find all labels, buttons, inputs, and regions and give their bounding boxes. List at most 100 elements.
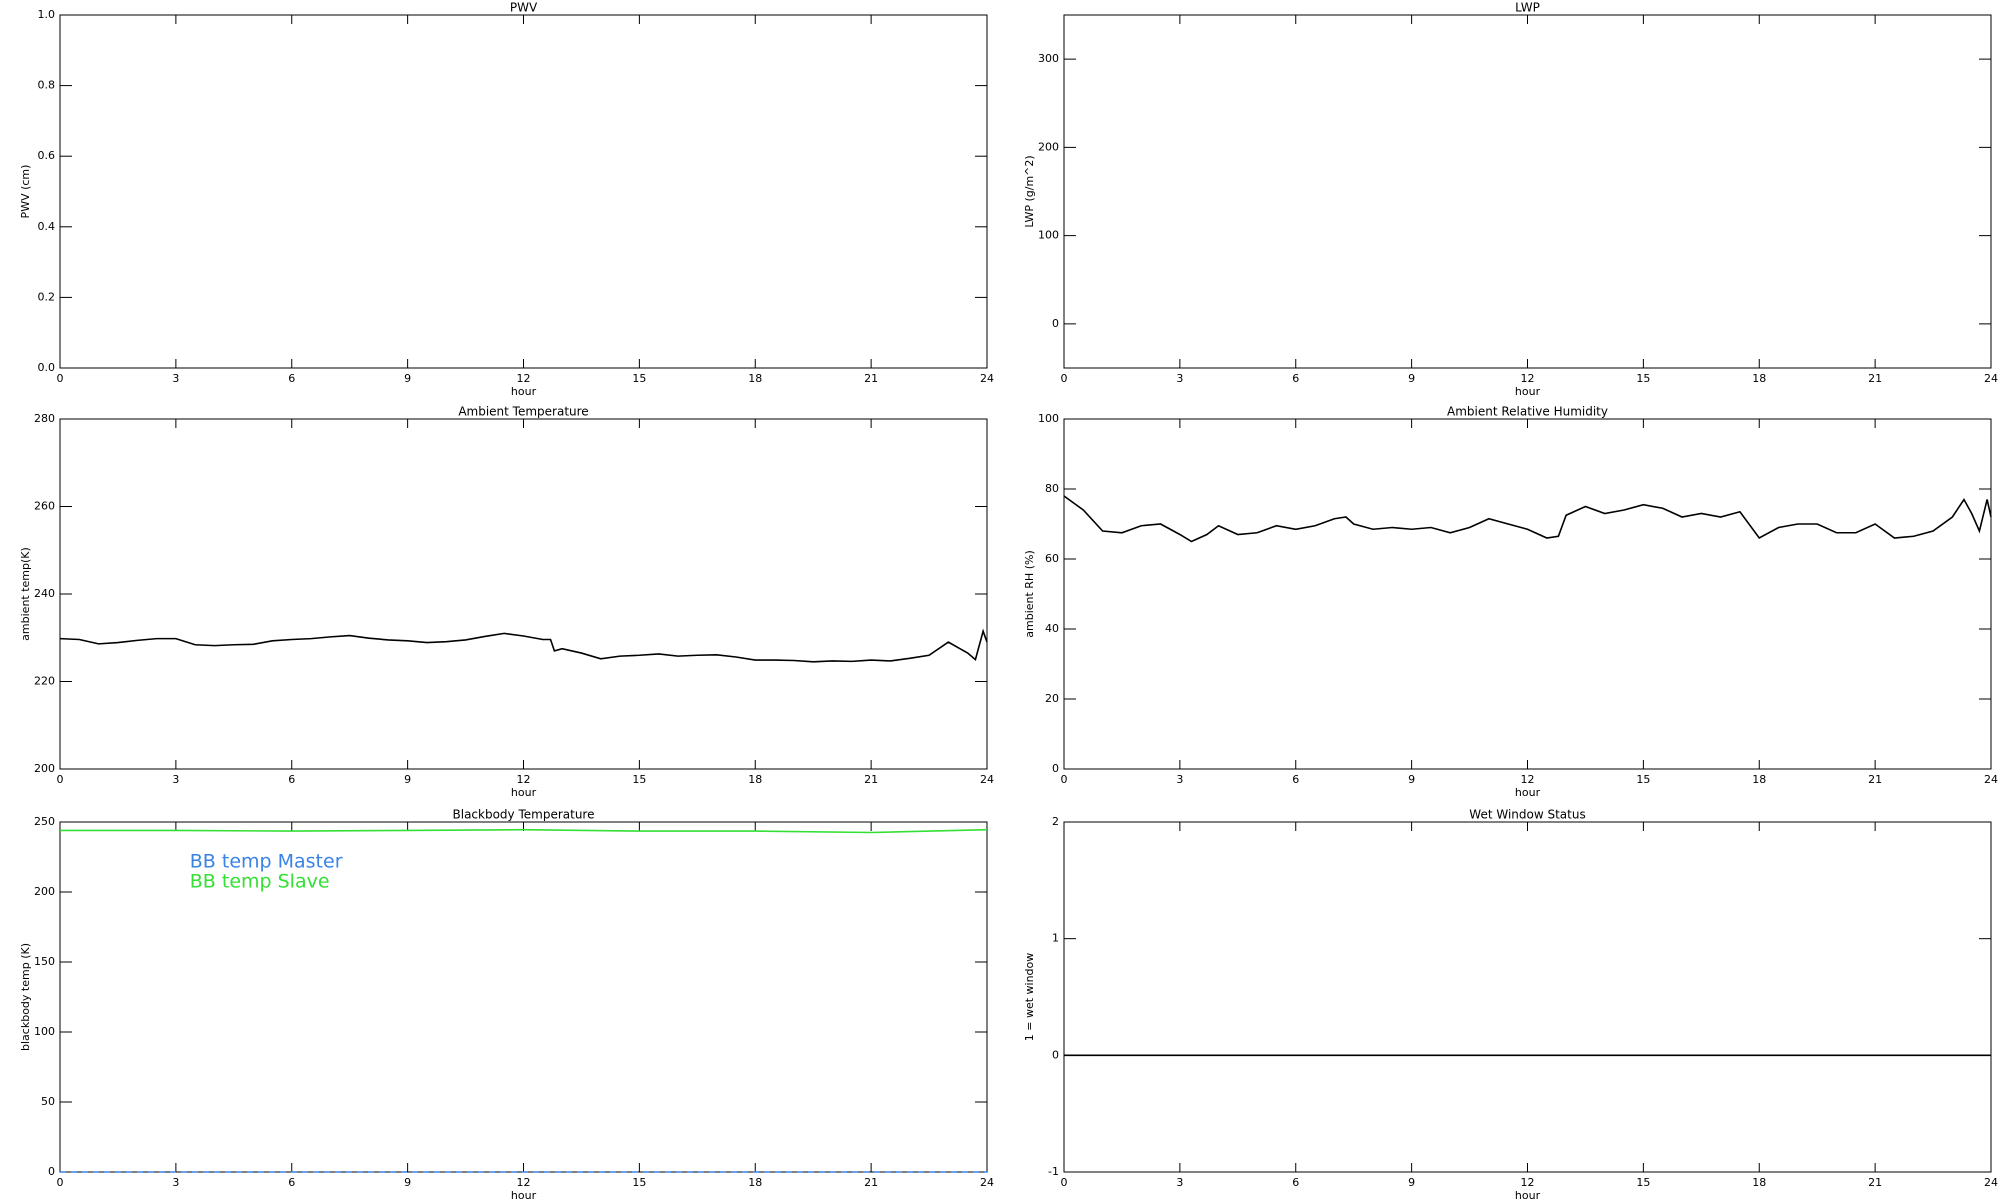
x-tick-label: 21 bbox=[1868, 773, 1882, 786]
data-line bbox=[1063, 495, 1992, 543]
y-axis-label: blackbody temp (K) bbox=[19, 943, 32, 1051]
x-tick-label: 15 bbox=[1636, 1176, 1650, 1189]
x-tick-label: 15 bbox=[632, 1176, 646, 1189]
panel: PWV hour PWV (cm) 0 3 6 9 12 15 18 21 24 0.0 0.2 0.4 0.… bbox=[19, 1, 994, 399]
y-tick-label: 200 bbox=[34, 762, 55, 775]
y-tick-label: 200 bbox=[1038, 140, 1059, 153]
chart-title: Wet Window Status bbox=[1469, 808, 1585, 822]
y-tick-label: 0 bbox=[1052, 762, 1059, 775]
x-tick-label: 12 bbox=[517, 372, 531, 385]
x-tick-label: 9 bbox=[1408, 372, 1415, 385]
y-tick-label: 0.6 bbox=[38, 149, 56, 162]
y-axis-label: PWV (cm) bbox=[19, 165, 32, 219]
legend-entry: BB temp Master bbox=[190, 851, 343, 873]
x-tick-label: 3 bbox=[1176, 773, 1183, 786]
panel: Ambient Temperature hour ambient temp(K) 0 3… bbox=[19, 405, 994, 800]
x-tick-label: 0 bbox=[57, 1176, 64, 1189]
y-tick-label: 150 bbox=[34, 955, 55, 968]
x-tick-label: 18 bbox=[1752, 1176, 1766, 1189]
chart-title: LWP bbox=[1515, 1, 1540, 15]
x-tick-label: 3 bbox=[1176, 1176, 1183, 1189]
x-tick-label: 6 bbox=[288, 1176, 295, 1189]
y-axis-label: 1 = wet window bbox=[1023, 953, 1036, 1042]
x-tick-label: 9 bbox=[404, 1176, 411, 1189]
chart-title: Ambient Temperature bbox=[458, 405, 588, 419]
y-tick-label: 0.4 bbox=[38, 220, 56, 233]
y-tick-label: 100 bbox=[1038, 229, 1059, 242]
x-tick-label: 12 bbox=[517, 1176, 531, 1189]
x-tick-label: 24 bbox=[1984, 773, 1998, 786]
data-line bbox=[59, 628, 988, 663]
y-axis-label: ambient RH (%) bbox=[1023, 550, 1036, 638]
x-tick-label: 24 bbox=[1984, 372, 1998, 385]
plot-frame bbox=[59, 418, 988, 770]
x-tick-label: 6 bbox=[1292, 773, 1299, 786]
plot-frame bbox=[1063, 418, 1992, 770]
x-tick-label: 0 bbox=[1061, 372, 1068, 385]
x-axis-label: hour bbox=[1515, 786, 1541, 799]
y-tick-label: 300 bbox=[1038, 52, 1059, 65]
chart-title: Blackbody Temperature bbox=[453, 808, 595, 822]
x-tick-label: 15 bbox=[1636, 773, 1650, 786]
y-axis-label: ambient temp(K) bbox=[19, 547, 32, 641]
y-tick-label: 240 bbox=[34, 587, 55, 600]
y-tick-label: 250 bbox=[34, 815, 55, 828]
x-tick-label: 12 bbox=[1521, 372, 1535, 385]
data-line bbox=[60, 828, 988, 834]
y-tick-label: 0.8 bbox=[38, 79, 56, 92]
x-tick-label: 0 bbox=[57, 773, 64, 786]
plot-frame bbox=[59, 14, 988, 369]
y-tick-label: 0 bbox=[48, 1165, 55, 1178]
y-tick-label: 0 bbox=[1052, 1048, 1059, 1061]
x-tick-label: 6 bbox=[288, 372, 295, 385]
x-tick-label: 15 bbox=[632, 372, 646, 385]
panel: Ambient Relative Humidity hour ambient RH … bbox=[1023, 405, 1998, 800]
x-tick-label: 12 bbox=[517, 773, 531, 786]
plot-frame bbox=[1063, 821, 1992, 1173]
chart-title: Ambient Relative Humidity bbox=[1447, 405, 1608, 419]
x-tick-label: 18 bbox=[1752, 773, 1766, 786]
x-tick-label: 3 bbox=[1176, 372, 1183, 385]
x-tick-label: 3 bbox=[172, 1176, 179, 1189]
y-tick-label: 220 bbox=[34, 675, 55, 688]
y-tick-label: 60 bbox=[1045, 552, 1059, 565]
x-tick-label: 3 bbox=[172, 773, 179, 786]
x-axis-label: hour bbox=[511, 385, 537, 398]
y-tick-label: 40 bbox=[1045, 622, 1059, 635]
y-tick-label: 80 bbox=[1045, 482, 1059, 495]
y-tick-label: 100 bbox=[34, 1025, 55, 1038]
x-tick-label: 24 bbox=[980, 1176, 994, 1189]
x-tick-label: 21 bbox=[864, 1176, 878, 1189]
x-tick-label: 0 bbox=[1061, 1176, 1068, 1189]
x-axis-label: hour bbox=[1515, 1189, 1541, 1200]
x-tick-label: 0 bbox=[1061, 773, 1068, 786]
x-tick-label: 18 bbox=[1752, 372, 1766, 385]
legend-entry: BB temp Slave bbox=[190, 871, 330, 893]
x-axis-label: hour bbox=[1515, 385, 1541, 398]
x-tick-label: 6 bbox=[288, 773, 295, 786]
y-tick-label: 2 bbox=[1052, 815, 1059, 828]
y-tick-label: 0 bbox=[1052, 317, 1059, 330]
plot-frame bbox=[1063, 14, 1992, 369]
panel: LWP hour LWP (g/m^2) 0 3 6 9 12 15 18 21 24 0 100 200 3… bbox=[1023, 1, 1998, 399]
x-tick-label: 21 bbox=[864, 773, 878, 786]
y-tick-label: 1.0 bbox=[38, 8, 56, 21]
x-tick-label: 12 bbox=[1521, 773, 1535, 786]
x-tick-label: 12 bbox=[1521, 1176, 1535, 1189]
x-tick-label: 24 bbox=[980, 773, 994, 786]
x-tick-label: 24 bbox=[1984, 1176, 1998, 1189]
x-tick-label: 21 bbox=[864, 372, 878, 385]
x-tick-label: 15 bbox=[632, 773, 646, 786]
y-tick-label: 280 bbox=[34, 412, 55, 425]
y-axis-label: LWP (g/m^2) bbox=[1023, 155, 1036, 227]
x-tick-label: 18 bbox=[748, 1176, 762, 1189]
x-tick-label: 9 bbox=[404, 372, 411, 385]
x-axis-label: hour bbox=[511, 1189, 537, 1200]
y-tick-label: 100 bbox=[1038, 412, 1059, 425]
y-tick-label: -1 bbox=[1048, 1165, 1059, 1178]
x-tick-label: 9 bbox=[404, 773, 411, 786]
y-tick-label: 0.0 bbox=[38, 361, 56, 374]
x-tick-label: 3 bbox=[172, 372, 179, 385]
x-tick-label: 6 bbox=[1292, 372, 1299, 385]
